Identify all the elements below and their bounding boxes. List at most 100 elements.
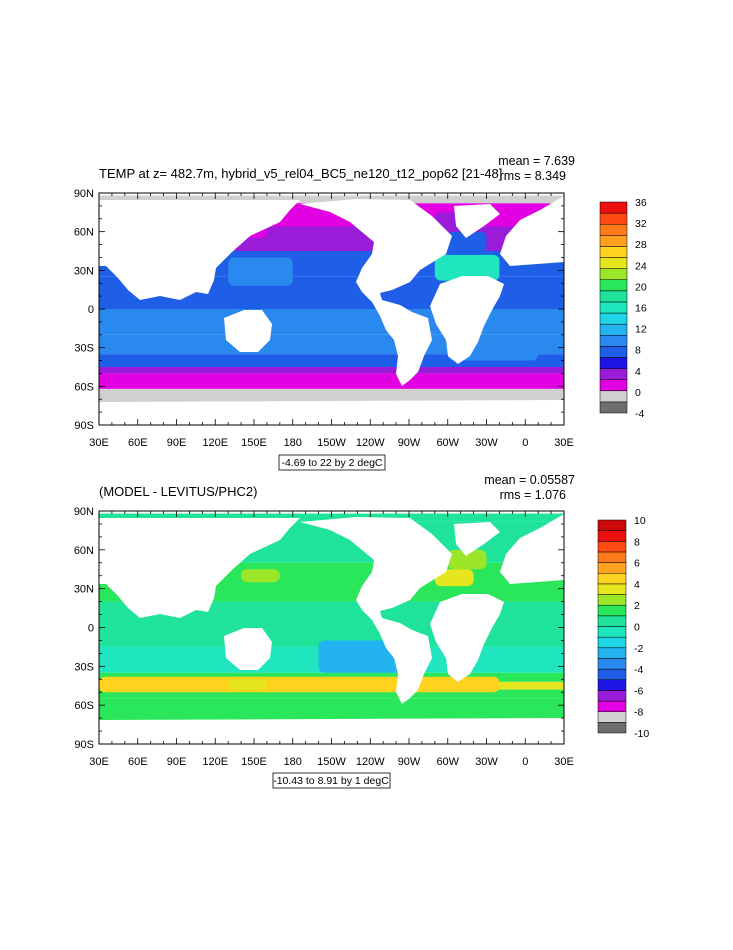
field-patch bbox=[434, 569, 474, 587]
colorbar-box bbox=[599, 357, 628, 369]
field-band bbox=[99, 513, 564, 522]
colorbar-box bbox=[599, 335, 628, 347]
colorbar-box bbox=[599, 246, 628, 258]
colorbar-box bbox=[597, 519, 627, 531]
x-tick-label: 90E bbox=[167, 756, 187, 768]
colorbar-box bbox=[597, 583, 627, 595]
x-tick-label: 120W bbox=[356, 756, 385, 768]
colorbar-box bbox=[599, 390, 628, 403]
x-tick-label: 0 bbox=[522, 756, 528, 768]
colorbar-label: 4 bbox=[635, 366, 641, 378]
stat-rms: rms = 1.076 bbox=[500, 488, 566, 502]
colorbar-label: -4 bbox=[635, 408, 644, 420]
x-tick-label: 120E bbox=[202, 437, 228, 449]
colorbar-box bbox=[597, 690, 627, 702]
y-tick-label: 60N bbox=[74, 227, 94, 239]
y-tick-label: 60S bbox=[74, 381, 94, 393]
colorbar-box bbox=[599, 312, 628, 325]
land-layer bbox=[99, 514, 564, 744]
range-box-border bbox=[272, 772, 391, 789]
x-tick-label: 150E bbox=[241, 437, 267, 449]
colorbar-box bbox=[597, 615, 627, 627]
colorbar-label: 8 bbox=[634, 536, 640, 548]
colorbar-label: -4 bbox=[634, 664, 643, 676]
colorbar-label: 0 bbox=[635, 387, 641, 399]
colorbar-box bbox=[599, 301, 628, 314]
land-eurasia-africa bbox=[99, 200, 300, 300]
colorbar-label: 36 bbox=[635, 197, 647, 209]
x-tick-label: 30E bbox=[554, 437, 574, 449]
colorbar-box bbox=[599, 257, 628, 269]
field-band bbox=[99, 354, 564, 367]
field-patch bbox=[447, 549, 487, 570]
colorbar-box bbox=[597, 711, 627, 723]
land-europe bbox=[500, 514, 564, 584]
map-field bbox=[99, 195, 564, 425]
y-tick-label: 30N bbox=[74, 584, 94, 596]
colorbar-box bbox=[597, 604, 627, 617]
colorbar-box bbox=[599, 212, 628, 225]
y-tick-label: 30N bbox=[74, 265, 94, 277]
land-layer bbox=[99, 196, 564, 425]
colorbar-label: 8 bbox=[635, 345, 641, 357]
y-tick-label: 90N bbox=[74, 506, 94, 518]
x-tick-label: 60E bbox=[128, 756, 148, 768]
land-americas bbox=[300, 199, 452, 386]
x-tick-label: 120E bbox=[202, 756, 228, 768]
colorbar-box bbox=[599, 201, 628, 214]
colorbar-box bbox=[599, 401, 628, 414]
field-patch bbox=[228, 679, 267, 690]
land-africa bbox=[430, 594, 504, 682]
range-box: -10.43 to 8.91 by 1 degC bbox=[272, 772, 391, 789]
x-tick-label: 180 bbox=[284, 437, 302, 449]
colorbar-label: 24 bbox=[635, 260, 647, 272]
x-tick-label: 90W bbox=[398, 437, 421, 449]
colorbar-box bbox=[597, 679, 627, 691]
x-tick-label: 30W bbox=[475, 756, 498, 768]
x-tick-label: 0 bbox=[522, 437, 528, 449]
colorbar-box bbox=[599, 290, 628, 303]
x-tick-label: 30E bbox=[89, 437, 109, 449]
y-tick-label: 30S bbox=[74, 343, 94, 355]
panel-temp: TEMP at z= 482.7m, hybrid_v5_rel04_BC5_n… bbox=[74, 154, 647, 471]
land-australia bbox=[224, 628, 272, 670]
panel-title: TEMP at z= 482.7m, hybrid_v5_rel04_BC5_n… bbox=[99, 166, 502, 181]
colorbar-box bbox=[597, 700, 627, 712]
x-tick-label: 150E bbox=[241, 756, 267, 768]
colorbar-label: -10 bbox=[634, 728, 649, 740]
colorbar-box bbox=[597, 668, 627, 680]
field-band bbox=[99, 689, 564, 699]
colorbar-label: 20 bbox=[635, 281, 647, 293]
colorbar-box bbox=[597, 594, 627, 606]
stat-mean: mean = 7.639 bbox=[498, 154, 575, 168]
x-tick-label: 30E bbox=[89, 756, 109, 768]
colorbar-label: 2 bbox=[634, 600, 640, 612]
field-patch bbox=[228, 257, 293, 286]
land-africa bbox=[430, 276, 504, 364]
y-tick-label: 0 bbox=[88, 304, 94, 316]
colorbar-box bbox=[597, 530, 627, 542]
x-tick-label: 150W bbox=[317, 437, 346, 449]
colorbar-box bbox=[599, 323, 628, 336]
field-band bbox=[99, 195, 564, 204]
colorbar-box bbox=[597, 562, 627, 574]
land-greenland bbox=[454, 204, 500, 238]
colorbar-label: 12 bbox=[635, 324, 647, 336]
map-field bbox=[99, 513, 564, 744]
colorbar-box bbox=[597, 573, 627, 585]
land-australia bbox=[224, 310, 272, 352]
colorbar-box bbox=[599, 346, 628, 358]
colorbar-label: 10 bbox=[634, 515, 646, 527]
field-patch bbox=[241, 569, 280, 583]
colorbar-box bbox=[599, 379, 628, 392]
panel-title: (MODEL - LEVITUS/PHC2) bbox=[99, 484, 257, 499]
field-patch bbox=[318, 640, 409, 673]
colorbar-label: 32 bbox=[635, 218, 647, 230]
colorbar-label: 28 bbox=[635, 239, 647, 251]
x-tick-label: 30W bbox=[475, 437, 498, 449]
colorbar: 36 32 28 24 20 16 12 8 4 0 -4 bbox=[599, 197, 647, 420]
range-box-border bbox=[278, 454, 386, 471]
colorbar-label: -6 bbox=[634, 685, 643, 697]
colorbar-box bbox=[599, 235, 628, 247]
